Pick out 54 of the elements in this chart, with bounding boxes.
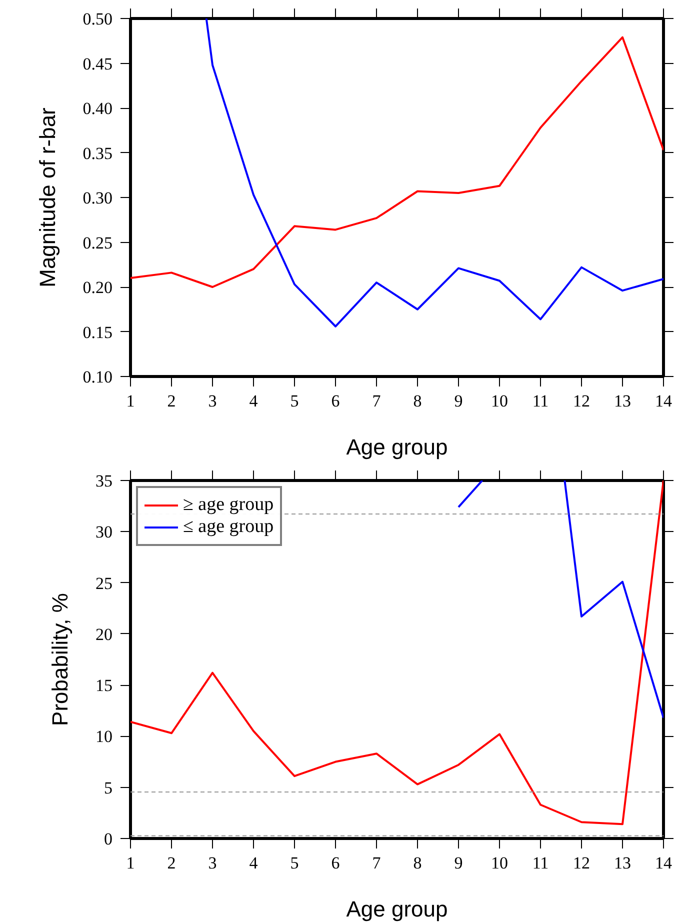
y-tick-label: 35 — [96, 472, 112, 490]
y-axis-title: Magnitude of r-bar — [34, 108, 60, 288]
y-tick-label: 0.45 — [82, 54, 112, 74]
x-tick-label: 5 — [290, 854, 299, 872]
y-tick-label: 0.20 — [82, 278, 112, 297]
y-tick-label: 10 — [96, 727, 112, 746]
x-tick-label: 3 — [208, 854, 217, 872]
line-series — [130, 480, 664, 826]
y-tick-label: 0.40 — [82, 99, 112, 118]
y-tick-label: 0.10 — [82, 368, 112, 386]
x-tick-label: 8 — [413, 854, 422, 872]
x-tick-label: 9 — [454, 854, 463, 872]
x-axis-title: Age group — [346, 896, 448, 922]
y-tick-label: 30 — [96, 522, 112, 542]
y-tick-label: 15 — [96, 676, 112, 696]
x-tick-label: 9 — [454, 392, 463, 410]
y-tick-label: 0.15 — [82, 322, 112, 342]
x-axis-title: Age group — [346, 434, 448, 460]
x-tick-label: 13 — [614, 854, 631, 872]
x-tick-label: 6 — [331, 854, 340, 872]
x-tick-label: 7 — [372, 392, 382, 410]
x-tick-label: 6 — [331, 392, 340, 410]
x-tick-label: 12 — [573, 854, 590, 872]
x-tick-label: 8 — [413, 392, 422, 410]
x-tick-label: 7 — [372, 854, 382, 872]
legend-label: ≤ age group — [183, 516, 274, 538]
y-tick-label: 0.50 — [82, 10, 112, 28]
x-tick-label: 12 — [573, 392, 590, 410]
x-tick-label: 4 — [249, 392, 258, 410]
x-tick-label: 3 — [208, 392, 217, 410]
y-tick-label: 25 — [96, 574, 112, 593]
y-tick-label: 5 — [104, 778, 112, 798]
x-tick-label: 10 — [491, 854, 508, 872]
x-tick-label: 14 — [655, 854, 672, 872]
x-tick-label: 2 — [167, 854, 176, 872]
legend-label: ≥ age group — [183, 494, 274, 516]
y-tick-label: 0.30 — [82, 188, 112, 208]
x-tick-label: 11 — [532, 392, 549, 410]
x-tick-label: 2 — [167, 392, 176, 410]
x-tick-label: 5 — [290, 392, 299, 410]
x-tick-label: 11 — [532, 854, 549, 872]
y-tick-label: 0 — [104, 830, 112, 848]
x-tick-label: 14 — [655, 392, 672, 410]
line-series — [205, 18, 664, 328]
x-tick-label: 1 — [126, 392, 135, 410]
y-axis-title: Probability, % — [48, 593, 72, 726]
x-tick-label: 4 — [249, 854, 258, 872]
x-tick-label: 13 — [614, 392, 631, 410]
y-tick-label: 20 — [96, 624, 112, 644]
x-tick-label: 1 — [126, 854, 135, 872]
y-tick-label: 0.35 — [82, 144, 112, 163]
x-tick-label: 10 — [491, 392, 508, 410]
line-series — [130, 36, 664, 288]
y-tick-label: 0.25 — [82, 233, 112, 252]
